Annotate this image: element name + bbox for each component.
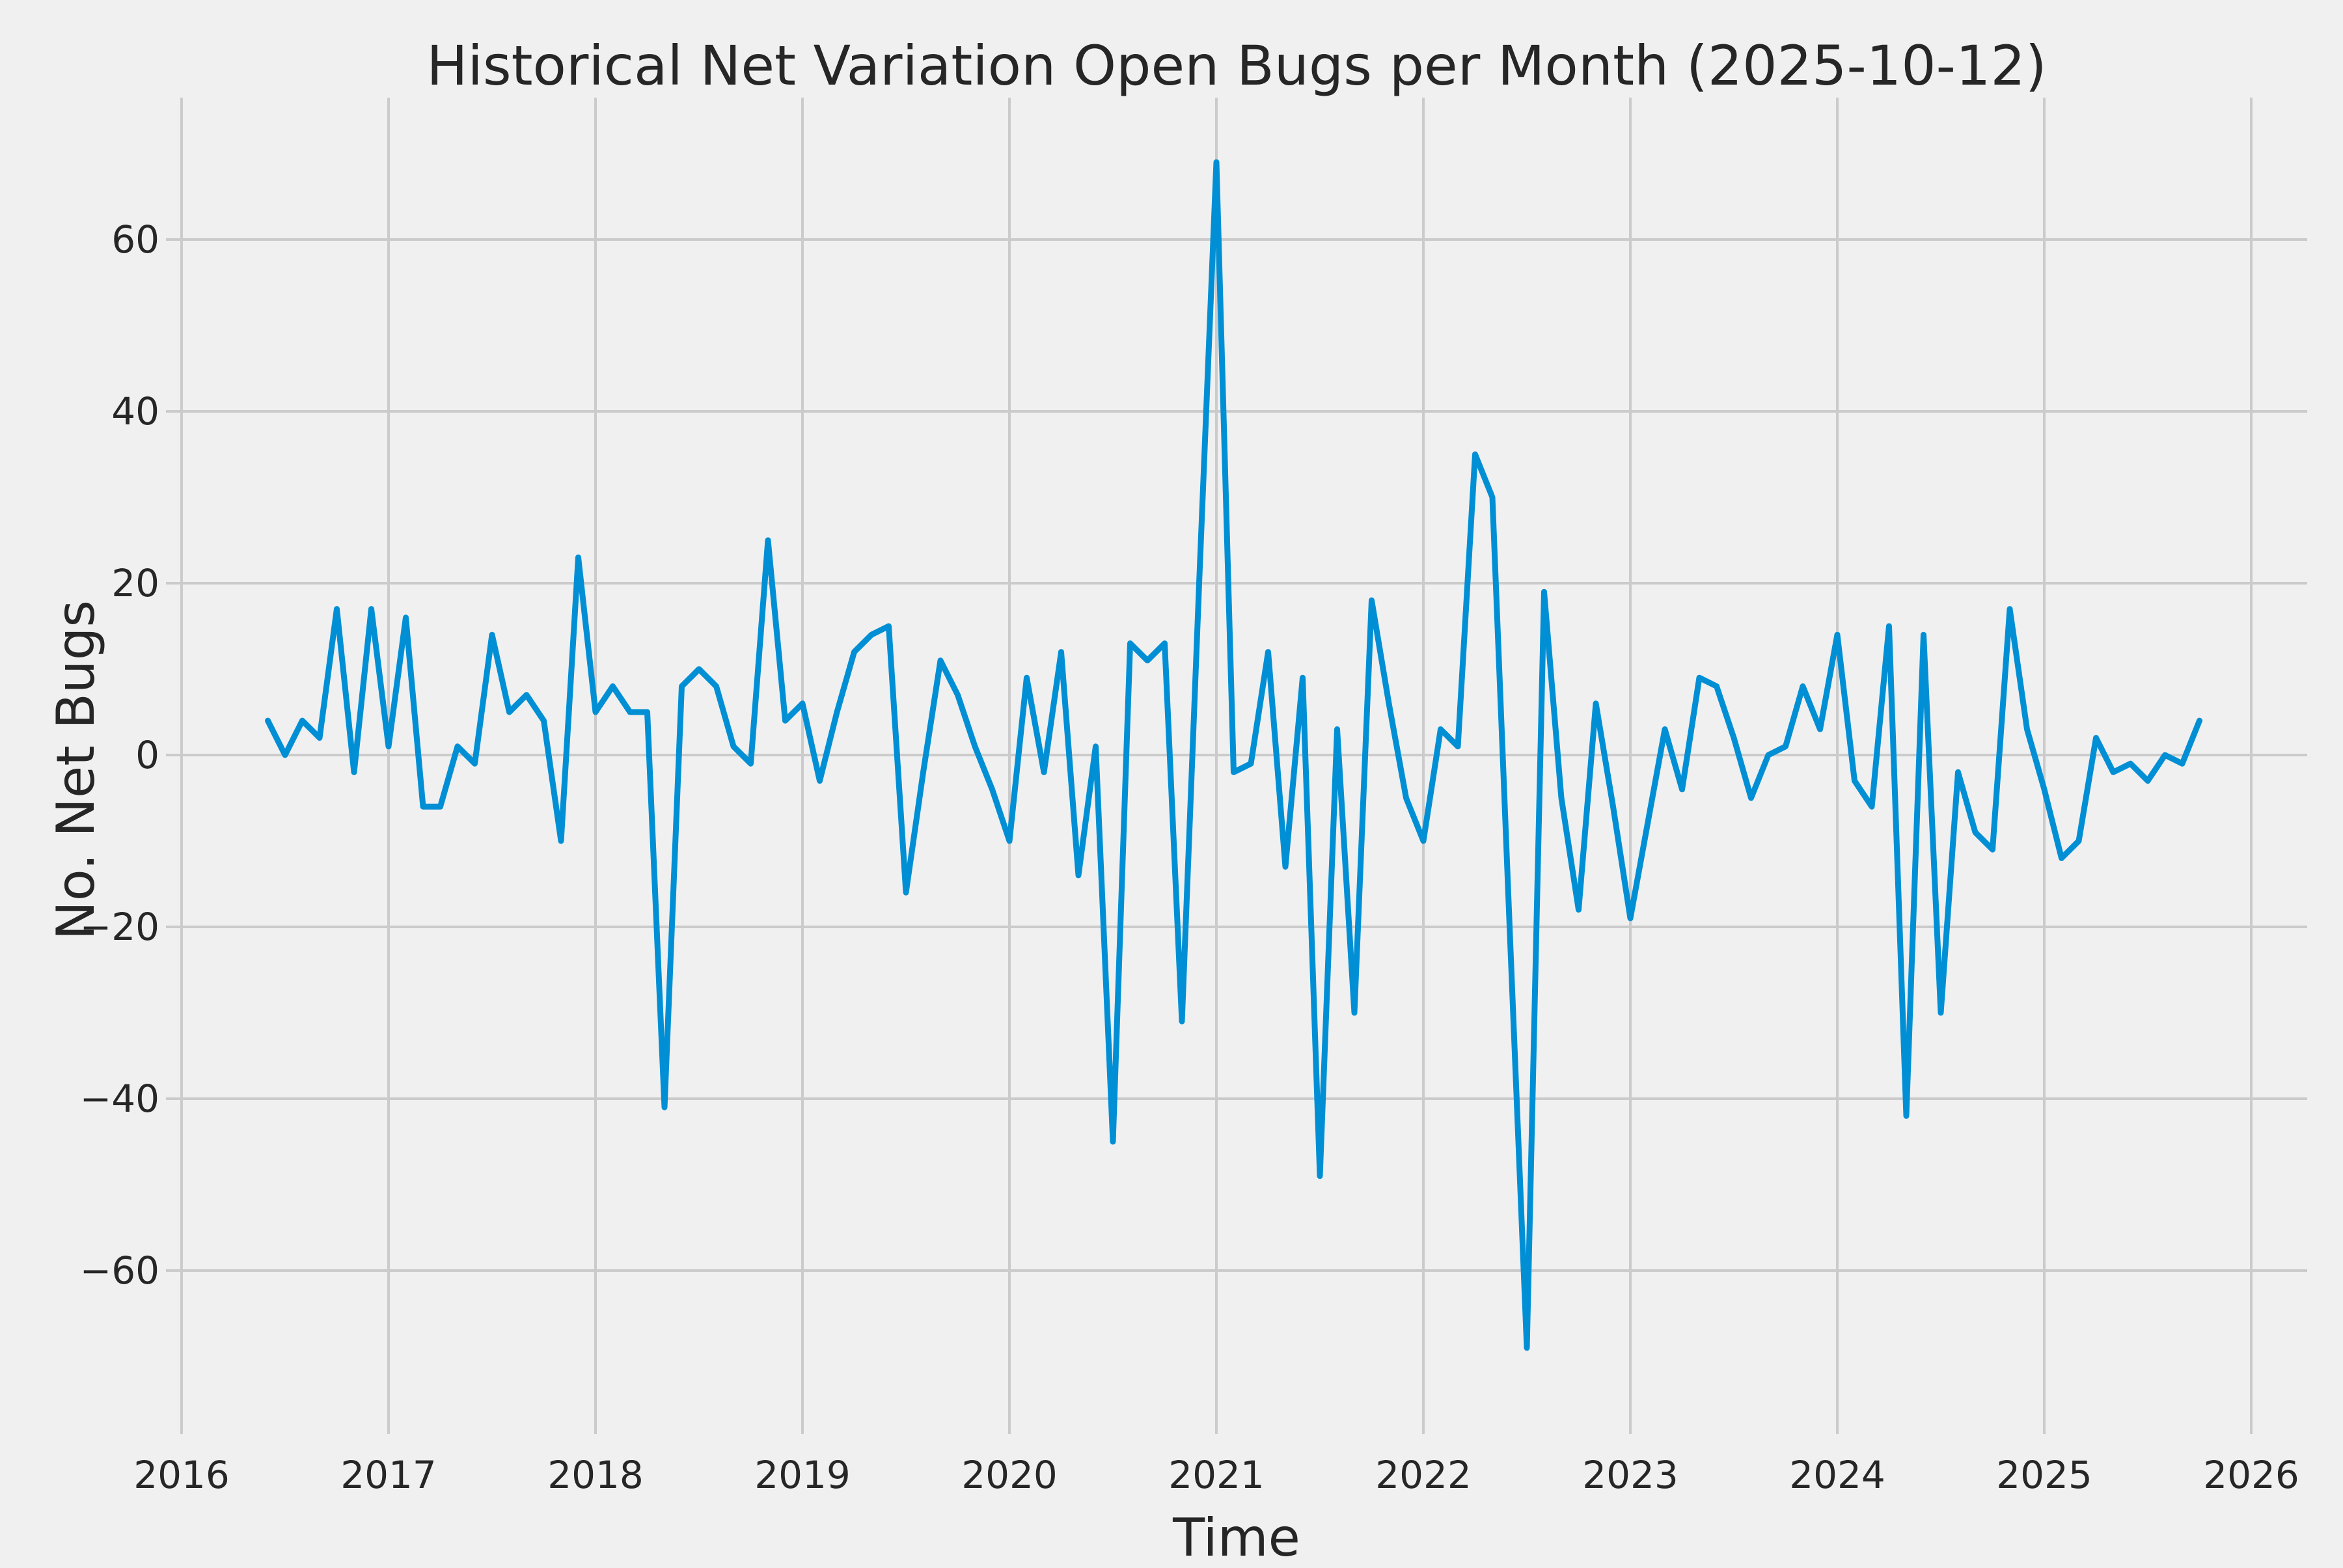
- x-tick-label: 2017: [340, 1453, 437, 1497]
- y-tick-label: −60: [79, 1248, 159, 1293]
- x-tick-label: 2026: [2203, 1453, 2299, 1497]
- x-tick-label: 2023: [1582, 1453, 1678, 1497]
- x-tick-label: 2018: [547, 1453, 644, 1497]
- y-tick-label: 40: [111, 389, 159, 433]
- x-tick-label: 2024: [1789, 1453, 1885, 1497]
- y-tick-label: −40: [79, 1077, 159, 1121]
- y-tick-label: 0: [135, 733, 159, 777]
- y-tick-label: 60: [111, 217, 159, 262]
- data-line-series: [265, 159, 2202, 1351]
- x-tick-label: 2021: [1168, 1453, 1265, 1497]
- x-axis-label: Time: [1173, 1507, 1300, 1568]
- x-tick-label: 2019: [754, 1453, 851, 1497]
- x-tick-label: 2022: [1375, 1453, 1472, 1497]
- chart-title: Historical Net Variation Open Bugs per M…: [426, 34, 2047, 98]
- y-tick-label: −20: [79, 905, 159, 949]
- x-tick-label: 2025: [1996, 1453, 2092, 1497]
- x-tick-label: 2020: [961, 1453, 1058, 1497]
- y-tick-label: 20: [111, 561, 159, 605]
- x-tick-label: 2016: [133, 1453, 230, 1497]
